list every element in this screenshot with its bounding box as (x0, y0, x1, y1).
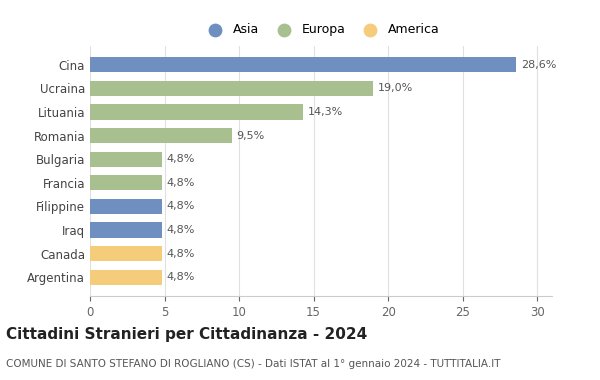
Legend: Asia, Europa, America: Asia, Europa, America (199, 19, 443, 40)
Text: Cittadini Stranieri per Cittadinanza - 2024: Cittadini Stranieri per Cittadinanza - 2… (6, 327, 367, 342)
Text: 14,3%: 14,3% (308, 107, 343, 117)
Bar (90, 222, 161, 238)
Bar (90, 128, 232, 143)
Text: 4,8%: 4,8% (166, 154, 194, 164)
Text: 4,8%: 4,8% (166, 249, 194, 259)
Bar (90, 104, 303, 120)
Bar (90, 57, 516, 72)
Text: 9,5%: 9,5% (236, 131, 265, 141)
Text: 4,8%: 4,8% (166, 178, 194, 188)
Text: 19,0%: 19,0% (377, 83, 413, 93)
Bar (90, 152, 161, 167)
Bar (90, 175, 161, 190)
Bar (90, 270, 161, 285)
Bar (90, 246, 161, 261)
Text: 4,8%: 4,8% (166, 225, 194, 235)
Text: 28,6%: 28,6% (521, 60, 556, 70)
Text: COMUNE DI SANTO STEFANO DI ROGLIANO (CS) - Dati ISTAT al 1° gennaio 2024 - TUTTI: COMUNE DI SANTO STEFANO DI ROGLIANO (CS)… (6, 359, 500, 369)
Text: 4,8%: 4,8% (166, 272, 194, 282)
Bar (90, 199, 161, 214)
Bar (90, 81, 373, 96)
Text: 4,8%: 4,8% (166, 201, 194, 211)
